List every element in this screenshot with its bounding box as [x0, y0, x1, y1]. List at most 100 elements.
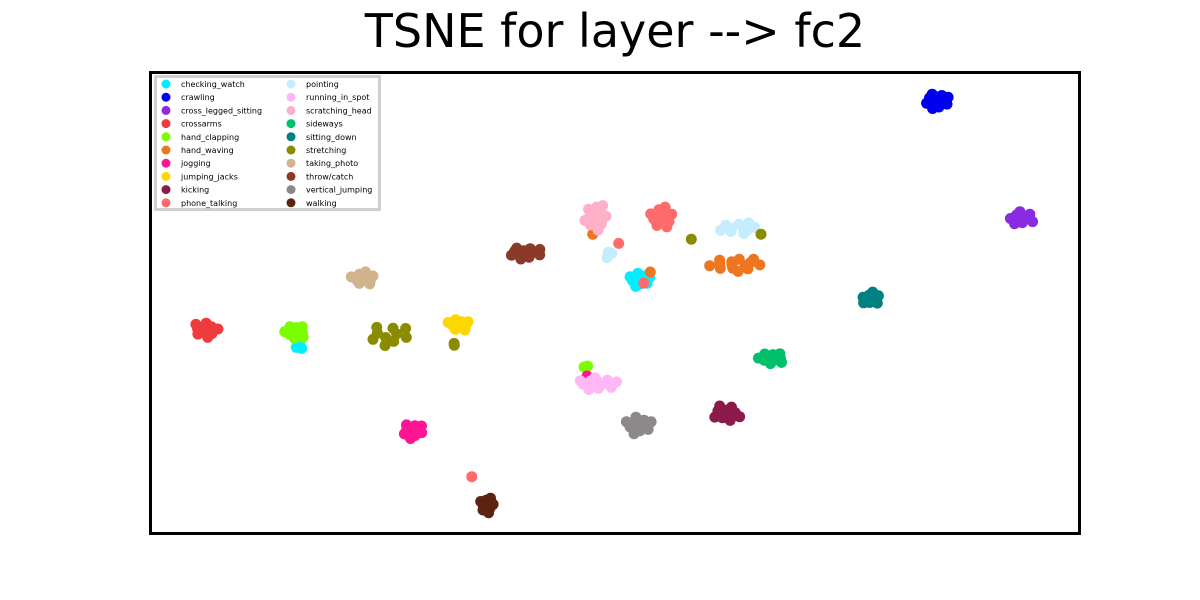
data-point: [416, 420, 427, 432]
data-point: [651, 219, 663, 231]
legend-marker: [286, 171, 296, 181]
data-point: [515, 253, 527, 265]
series-jumping-jacks: [442, 314, 474, 336]
series-stretching: [367, 228, 767, 351]
data-point: [752, 352, 764, 364]
legend-marker: [161, 79, 171, 89]
data-point: [926, 88, 938, 100]
legend-label: sideways: [306, 120, 343, 129]
series-vertical-jumping: [620, 411, 657, 440]
series-taking-photo: [345, 266, 379, 290]
data-point: [288, 332, 300, 344]
data-point: [192, 328, 204, 340]
legend-marker: [161, 92, 171, 102]
series-crossarms: [190, 317, 224, 343]
data-point: [405, 433, 416, 444]
legend-marker: [161, 132, 171, 142]
points-layer: [190, 88, 1039, 519]
legend-marker: [161, 198, 171, 208]
chart-title: TSNE for layer --> fc2: [364, 4, 866, 58]
data-point: [212, 323, 224, 335]
data-point: [738, 228, 750, 240]
data-point: [583, 203, 594, 215]
data-point: [774, 348, 786, 360]
legend-label: pointing: [306, 80, 339, 89]
data-point: [748, 253, 760, 265]
legend-label: taking_photo: [306, 159, 358, 168]
data-point: [858, 297, 870, 309]
data-point: [459, 324, 471, 336]
data-point: [583, 384, 595, 395]
legend-label: kicking: [181, 186, 209, 195]
legend-label: walking: [306, 199, 337, 208]
data-point: [714, 262, 726, 274]
data-point: [592, 224, 604, 236]
series-crawling: [921, 88, 954, 114]
series-checking-watch: [290, 267, 656, 354]
data-point: [371, 321, 383, 333]
data-point: [597, 200, 609, 212]
legend-marker: [286, 79, 296, 89]
data-point: [297, 331, 309, 343]
legend-label: jogging: [180, 159, 211, 168]
series-hand-clapping: [279, 321, 594, 373]
data-point: [871, 297, 883, 309]
data-point: [579, 215, 591, 226]
data-point: [659, 201, 671, 213]
data-point: [534, 244, 546, 255]
legend-marker: [161, 119, 171, 129]
legend-label: throw/catch: [306, 172, 353, 181]
data-point: [449, 323, 461, 335]
legend-marker: [286, 119, 296, 129]
data-point: [364, 278, 376, 290]
data-point: [483, 507, 495, 519]
legend-label: hand_waving: [181, 146, 234, 155]
data-point: [645, 208, 657, 220]
data-point: [353, 277, 365, 289]
data-point: [523, 251, 535, 263]
data-point: [867, 286, 879, 298]
data-point: [714, 254, 726, 266]
legend-label: hand_clapping: [181, 133, 239, 142]
series-jogging: [398, 370, 593, 444]
legend-marker: [161, 158, 171, 168]
data-point: [388, 335, 400, 347]
data-point: [630, 411, 642, 423]
legend-label: scratching_head: [306, 106, 372, 115]
data-point: [624, 271, 636, 283]
data-point: [593, 382, 604, 394]
series-cross-legged-sitting: [1004, 206, 1039, 230]
series-hand-waving: [587, 228, 766, 278]
data-point: [400, 323, 412, 334]
legend-label: vertical_jumping: [306, 186, 372, 195]
data-point: [628, 428, 640, 440]
data-point: [734, 411, 746, 423]
data-point: [448, 337, 460, 349]
data-point: [644, 266, 656, 278]
data-point: [724, 414, 736, 426]
legend-marker: [286, 158, 296, 168]
data-point: [485, 492, 496, 504]
data-point: [638, 277, 650, 289]
data-point: [589, 372, 601, 384]
data-point: [661, 221, 673, 233]
series-throw-catch: [505, 242, 546, 265]
legend-marker: [161, 171, 171, 181]
data-point: [666, 208, 678, 220]
data-point: [600, 210, 612, 222]
legend-marker: [286, 185, 296, 195]
data-point: [1014, 206, 1026, 218]
legend-marker: [161, 185, 171, 195]
data-point: [606, 247, 618, 259]
data-point: [345, 271, 357, 283]
series-sitting-down: [857, 286, 884, 309]
series-pointing: [601, 217, 761, 264]
data-point: [726, 401, 737, 413]
series-walking: [475, 492, 499, 519]
data-point: [511, 242, 523, 254]
series-sideways: [752, 348, 787, 370]
data-point: [732, 265, 744, 277]
legend-label: jumping_jacks: [180, 172, 238, 181]
legend-marker: [286, 105, 296, 115]
